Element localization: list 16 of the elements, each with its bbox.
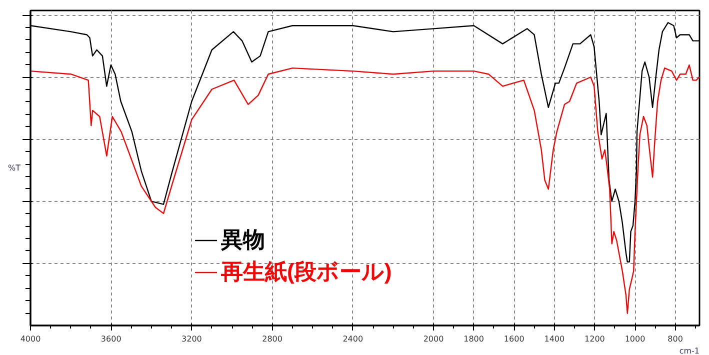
x-tick-label: 1400 <box>544 334 565 344</box>
x-tick-label: 2400 <box>342 334 364 344</box>
x-tick-label: 1200 <box>584 334 605 344</box>
x-tick-label: 1600 <box>504 334 524 344</box>
legend-label: 再生紙(段ボール) <box>221 258 392 286</box>
x-tick-label: 2000 <box>423 334 444 344</box>
x-tick-label: 800 <box>668 334 683 344</box>
x-tick-label: 1000 <box>624 334 646 344</box>
x-tick-label: 4000 <box>20 334 41 344</box>
x-tick-label: 1800 <box>464 334 484 344</box>
y-axis-title: %T <box>8 164 21 172</box>
x-tick-label: 3600 <box>100 334 122 344</box>
x-axis-title: cm-1 <box>679 346 700 355</box>
legend-label: 異物 <box>221 226 265 254</box>
x-tick-label: 3200 <box>182 334 202 344</box>
x-tick-label: 2800 <box>262 334 282 344</box>
